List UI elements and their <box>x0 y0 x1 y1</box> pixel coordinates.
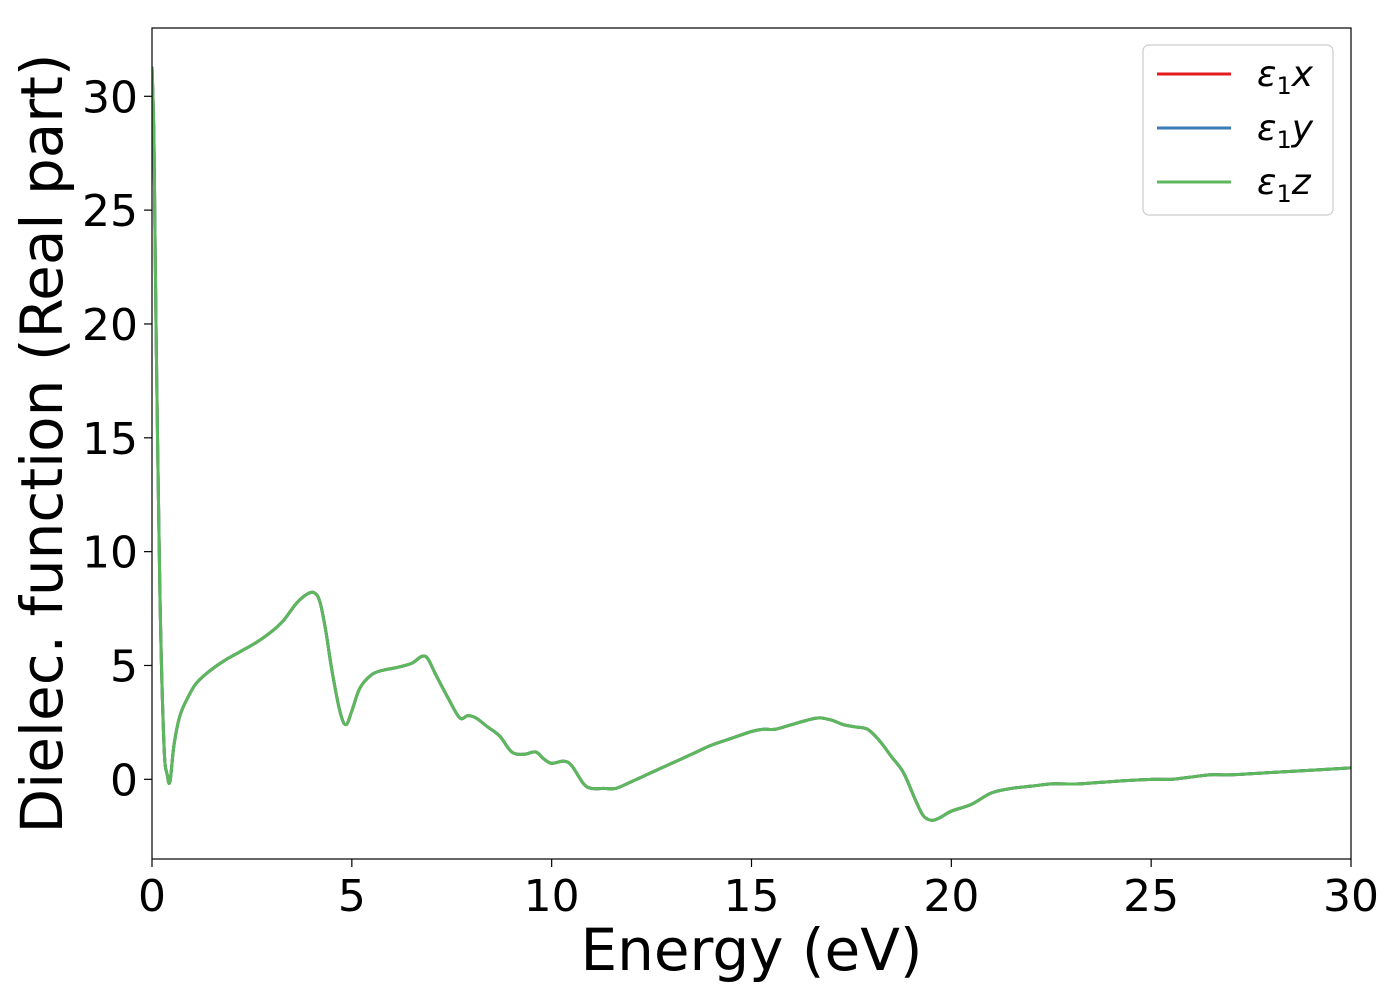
x-axis-label: Energy (eV) <box>580 916 922 984</box>
y-tick-label: 30 <box>82 72 138 123</box>
legend-label-z: ε1z <box>1257 162 1312 208</box>
x-tick-label: 15 <box>724 871 780 922</box>
y-tick-label: 10 <box>82 528 138 579</box>
y-tick-label: 15 <box>82 414 138 465</box>
y-tick-label: 0 <box>110 755 138 806</box>
x-tick-label: 20 <box>923 871 979 922</box>
y-axis-ticks: 0 5 10 15 20 25 30 <box>82 72 152 806</box>
legend-frame <box>1142 44 1334 216</box>
y-tick-label: 25 <box>82 186 138 237</box>
series-line-z <box>152 66 1351 822</box>
legend-label-x: ε1x <box>1257 54 1314 100</box>
x-tick-label: 30 <box>1323 871 1379 922</box>
x-tick-label: 0 <box>138 871 166 922</box>
x-tick-label: 10 <box>524 871 580 922</box>
y-tick-label: 20 <box>82 300 138 351</box>
y-tick-label: 5 <box>110 641 138 692</box>
legend-label-y: ε1y <box>1257 108 1314 154</box>
legend-entries: ε1x ε1y ε1z <box>1157 54 1314 208</box>
x-axis-ticks: 0 5 10 15 20 25 30 <box>138 859 1379 922</box>
y-axis-label: Dielec. function (Real part) <box>8 53 76 833</box>
x-tick-label: 25 <box>1123 871 1179 922</box>
x-tick-label: 5 <box>338 871 366 922</box>
legend: ε1x ε1y ε1z <box>1142 44 1334 216</box>
series-layer <box>152 66 1351 822</box>
